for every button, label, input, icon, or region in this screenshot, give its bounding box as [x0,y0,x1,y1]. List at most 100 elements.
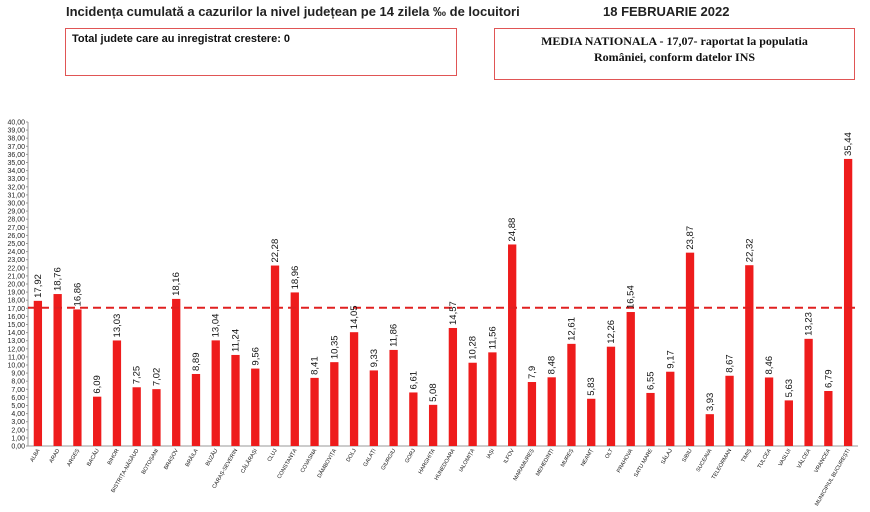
category-label: SĂLAJ [660,447,675,465]
category-label: TULCEA [757,448,773,470]
y-tick-label: 25,00 [7,241,25,248]
category-label: ALBA [29,448,41,463]
value-label: 7,02 [151,368,162,387]
value-label: 9,56 [250,347,261,366]
y-tick-label: 29,00 [7,209,25,216]
y-tick-label: 4,00 [11,411,25,418]
category-label: MARAMUREȘ [513,448,536,482]
category-label: HUNEDOARA [434,448,457,482]
bar [172,298,181,446]
bar [824,391,833,446]
bar [666,371,675,446]
y-tick-label: 38,00 [7,136,25,143]
category-label: BUZĂU [204,447,219,467]
value-label: 7,9 [527,366,538,379]
chart-title: Incidența cumulată a cazurilor la nivel … [66,4,520,19]
bar [73,309,82,446]
bar [152,389,161,446]
y-tick-label: 3,00 [11,419,25,426]
value-label: 22,32 [744,238,755,262]
category-label: VRANCEA [814,448,833,474]
value-label: 3,93 [705,393,716,412]
bar [330,362,339,446]
value-label: 9,33 [369,349,380,368]
bar [508,244,517,446]
bar [745,265,754,446]
category-label: NEAMȚ [580,447,595,467]
bar [567,343,576,446]
category-label: BRĂILA [184,447,200,468]
y-tick-label: 32,00 [7,184,25,191]
y-tick-label: 5,00 [11,403,25,410]
category-label: COVASNA [300,448,319,474]
value-label: 6,79 [823,370,834,389]
bar [112,340,122,446]
bar [310,377,319,446]
value-label: 18,16 [171,272,182,296]
category-label: SATU MARE [633,448,654,479]
bar [843,158,853,446]
bar [53,294,62,446]
category-label: BACĂU [85,447,101,467]
bar [725,375,734,446]
category-label: DÂMBOVIȚA [316,447,338,479]
category-label: VÂLCEA [795,447,812,470]
value-label: 8,46 [764,356,775,375]
y-tick-label: 33,00 [7,176,25,183]
category-label: TELEORMAN [711,448,733,481]
value-label: 14,05 [349,305,360,329]
value-label: 23,87 [685,226,696,250]
value-label: 35,44 [843,132,854,156]
category-label: MUREȘ [560,448,575,468]
bar [804,338,813,446]
value-label: 8,41 [310,356,321,375]
value-label: 11,24 [231,329,242,352]
bar [527,382,537,446]
category-label: SIBIU [681,448,693,463]
bar [132,387,141,446]
y-tick-label: 27,00 [7,225,25,232]
value-label: 24,88 [507,218,518,242]
value-label: 5,08 [428,383,439,402]
bar [191,373,201,446]
bar [409,392,418,446]
bar [290,292,299,446]
category-label: DOLJ [346,448,358,463]
value-label: 13,04 [211,314,222,338]
y-tick-label: 36,00 [7,152,25,159]
value-label: 8,67 [725,354,736,373]
category-label: PRAHOVA [616,448,635,474]
value-label: 6,55 [646,371,657,390]
value-label: 13,03 [112,314,123,338]
value-label: 9,17 [665,350,676,369]
bar [369,370,378,446]
y-tick-label: 28,00 [7,217,25,224]
category-label: CONSTANȚA [277,448,299,480]
bar [93,396,102,446]
category-label: ILFOV [503,448,516,465]
y-tick-label: 18,00 [7,298,25,305]
y-tick-label: 11,00 [8,354,25,361]
bar [251,368,260,446]
category-label: IAȘI [486,448,497,460]
y-tick-label: 34,00 [7,168,25,175]
value-label: 8,48 [547,356,558,375]
value-label: 18,76 [53,267,64,291]
bar [270,265,280,446]
bar [784,400,793,446]
category-label: HARGHITA [418,448,437,476]
value-label: 5,83 [586,377,597,396]
bar [646,392,655,446]
y-tick-label: 7,00 [11,387,25,394]
y-axis: 0,00 1,002,003,004,005,006,007,008,009,00… [7,120,858,451]
value-label: 10,28 [468,336,479,360]
value-label: 13,23 [804,312,815,336]
category-label: IALOMIȚA [458,448,476,474]
bar [468,362,477,446]
bar [211,340,220,446]
national-average-line2: României, conform datelor INS [593,50,756,64]
value-label: 11,86 [389,324,400,347]
y-tick-label: 0,00 [11,444,25,451]
value-label: 6,61 [408,371,419,390]
y-tick-label: 8,00 [11,379,25,386]
